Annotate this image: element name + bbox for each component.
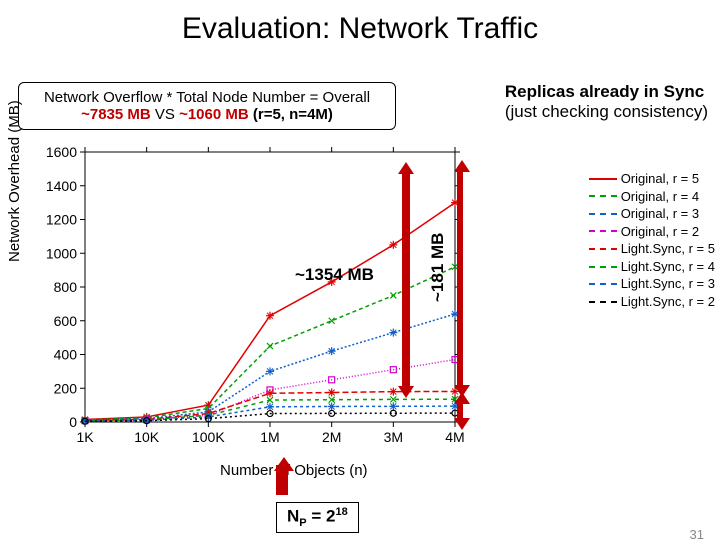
svg-text:1M: 1M bbox=[260, 429, 279, 445]
legend-item: Original, r = 2 bbox=[589, 223, 715, 241]
np-mid: = 2 bbox=[307, 507, 336, 526]
svg-text:1K: 1K bbox=[76, 429, 94, 445]
arrow-181b-up bbox=[454, 392, 470, 404]
arrow-1354-up bbox=[398, 162, 414, 174]
svg-text:100K: 100K bbox=[192, 429, 225, 445]
arrow-181b-down bbox=[454, 418, 470, 430]
annotation-1354: ~1354 MB bbox=[295, 265, 374, 285]
legend: Original, r = 5Original, r = 4Original, … bbox=[589, 170, 715, 310]
svg-text:0: 0 bbox=[69, 414, 77, 430]
arrow-181a-up bbox=[454, 160, 470, 172]
annotation-181: ~181 MB bbox=[428, 233, 448, 302]
svg-text:1400: 1400 bbox=[46, 178, 77, 194]
svg-text:3M: 3M bbox=[384, 429, 403, 445]
arrow-np-head bbox=[274, 457, 294, 471]
svg-text:1600: 1600 bbox=[46, 144, 77, 160]
legend-item: Light.Sync, r = 3 bbox=[589, 275, 715, 293]
legend-item: Original, r = 5 bbox=[589, 170, 715, 188]
svg-text:200: 200 bbox=[54, 380, 78, 396]
svg-text:2M: 2M bbox=[322, 429, 341, 445]
legend-item: Original, r = 4 bbox=[589, 188, 715, 206]
arrow-181a-body bbox=[457, 167, 463, 389]
svg-text:800: 800 bbox=[54, 279, 78, 295]
legend-item: Light.Sync, r = 5 bbox=[589, 240, 715, 258]
np-prefix: N bbox=[287, 507, 299, 526]
svg-text:1200: 1200 bbox=[46, 212, 77, 228]
svg-text:4M: 4M bbox=[445, 429, 464, 445]
svg-text:600: 600 bbox=[54, 313, 78, 329]
arrow-1354-down bbox=[398, 386, 414, 398]
arrow-1354-body bbox=[402, 170, 410, 390]
svg-text:400: 400 bbox=[54, 347, 78, 363]
legend-item: Light.Sync, r = 4 bbox=[589, 258, 715, 276]
np-sup: 18 bbox=[335, 506, 347, 518]
legend-item: Original, r = 3 bbox=[589, 205, 715, 223]
np-equation: NP = 218 bbox=[276, 502, 359, 533]
svg-text:1000: 1000 bbox=[46, 245, 77, 261]
legend-item: Light.Sync, r = 2 bbox=[589, 293, 715, 311]
np-sub: P bbox=[299, 517, 306, 529]
svg-text:10K: 10K bbox=[134, 429, 160, 445]
